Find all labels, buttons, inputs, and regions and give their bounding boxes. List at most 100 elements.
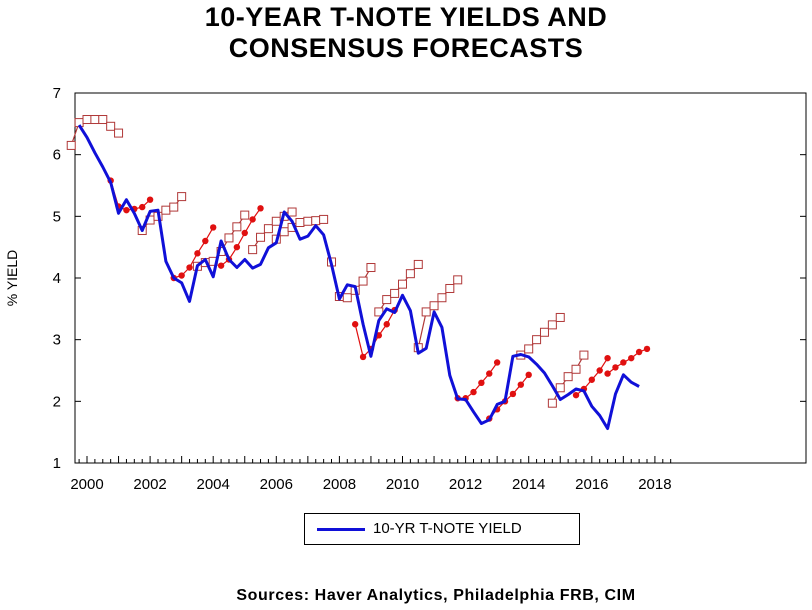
- forecast-point: [604, 370, 611, 377]
- forecast-point: [303, 216, 313, 226]
- forecast-point: [342, 293, 352, 303]
- forecast-point: [98, 115, 108, 125]
- forecast-point: [256, 232, 266, 242]
- x-tick-label: 2006: [260, 476, 293, 493]
- forecast-point: [257, 205, 264, 212]
- forecast-point: [146, 196, 154, 203]
- forecast-point: [233, 243, 241, 251]
- forecast-series: [374, 259, 423, 317]
- forecast-point: [139, 203, 146, 211]
- forecast-point: [398, 279, 407, 289]
- forecast-point: [571, 364, 581, 374]
- forecast-point: [123, 206, 130, 214]
- legend-label: 10-YR T-NOTE YIELD: [373, 520, 522, 537]
- forecast-series: [217, 205, 264, 269]
- forecast-point: [161, 205, 171, 215]
- forecast-point: [563, 372, 573, 382]
- forecast-point: [555, 312, 565, 322]
- y-axis: 1 2 3 4 5 6 7: [53, 85, 806, 472]
- forecast-point: [169, 202, 179, 212]
- x-tick-label: 2014: [512, 476, 545, 493]
- source-note: Sources: Haver Analytics, Philadelphia F…: [236, 587, 636, 604]
- forecast-point: [383, 321, 390, 328]
- chart-title: 10-YEAR T-NOTE YIELDS AND CONSENSUS FORE…: [0, 2, 812, 64]
- x-tick-label: 2004: [197, 476, 230, 493]
- forecast-point: [429, 301, 439, 311]
- forecast-point: [547, 320, 557, 330]
- forecast-point: [311, 216, 321, 226]
- forecast-point: [241, 229, 248, 237]
- chart-title-line-1: 10-YEAR T-NOTE YIELDS AND: [204, 2, 608, 32]
- forecast-point: [643, 345, 651, 353]
- forecast-series: [572, 354, 611, 399]
- legend-swatch: [317, 528, 365, 531]
- forecast-point: [470, 388, 477, 396]
- forecast-point: [263, 224, 273, 234]
- forecast-point: [240, 210, 250, 220]
- forecast-point: [486, 370, 493, 377]
- forecast-series: [170, 224, 217, 282]
- forecast-point: [628, 354, 635, 362]
- forecast-point: [579, 350, 589, 360]
- legend: 10-YR T-NOTE YIELD: [304, 513, 580, 545]
- forecast-point: [509, 390, 517, 398]
- forecast-point: [82, 115, 92, 125]
- forecast-point: [539, 327, 549, 337]
- forecast-point: [287, 207, 297, 217]
- forecast-point: [106, 121, 116, 131]
- plot-border: [74, 92, 807, 464]
- y-tick-label: 3: [53, 332, 61, 349]
- x-tick-label: 2008: [323, 476, 356, 493]
- forecast-series-group: [66, 115, 651, 422]
- forecast-point: [382, 295, 392, 305]
- forecast-point: [224, 233, 234, 243]
- x-tick-label: 2018: [638, 476, 671, 493]
- forecast-point: [390, 288, 400, 298]
- forecast-point: [493, 359, 501, 366]
- forecast-point: [359, 353, 367, 361]
- forecast-point: [413, 259, 423, 269]
- actual-yield-line: [77, 124, 640, 430]
- forecast-point: [217, 262, 225, 269]
- forecast-point: [178, 272, 185, 279]
- y-axis-label: % YIELD: [4, 250, 20, 307]
- forecast-point: [532, 335, 542, 345]
- forecast-series: [604, 345, 651, 377]
- y-tick-label: 4: [53, 270, 61, 287]
- chart-title-line-2: CONSENSUS FORECASTS: [228, 33, 584, 63]
- forecast-point: [453, 275, 463, 285]
- forecast-series: [547, 350, 589, 408]
- forecast-line: [457, 362, 498, 399]
- x-tick-label: 2010: [386, 476, 419, 493]
- forecast-point: [596, 367, 603, 374]
- forecast-point: [295, 218, 305, 227]
- forecast-point: [186, 264, 193, 271]
- x-tick-label: 2016: [575, 476, 608, 493]
- forecast-point: [351, 321, 359, 328]
- actual-series-group: [77, 124, 640, 430]
- x-axis: 2000 2002 2004 2006 2008 2010 2012 2014 2016 2018: [70, 456, 672, 493]
- y-tick-label: 1: [53, 455, 61, 472]
- forecast-point: [232, 222, 242, 232]
- forecast-point: [524, 344, 534, 354]
- forecast-point: [90, 115, 100, 125]
- forecast-point: [194, 250, 201, 257]
- forecast-point: [620, 359, 627, 366]
- forecast-point: [405, 269, 415, 279]
- forecast-point: [210, 224, 217, 231]
- forecast-point: [525, 371, 532, 379]
- forecast-point: [249, 216, 256, 223]
- forecast-point: [572, 391, 580, 399]
- forecast-point: [366, 263, 376, 273]
- forecast-point: [547, 398, 557, 408]
- x-tick-label: 2000: [70, 476, 103, 493]
- forecast-point: [114, 128, 124, 138]
- y-tick-label: 6: [53, 147, 61, 164]
- forecast-point: [635, 348, 643, 356]
- forecast-series: [66, 115, 124, 150]
- forecast-point: [319, 214, 329, 224]
- forecast-point: [202, 237, 209, 245]
- y-tick-label: 7: [53, 85, 61, 102]
- forecast-point: [248, 245, 258, 255]
